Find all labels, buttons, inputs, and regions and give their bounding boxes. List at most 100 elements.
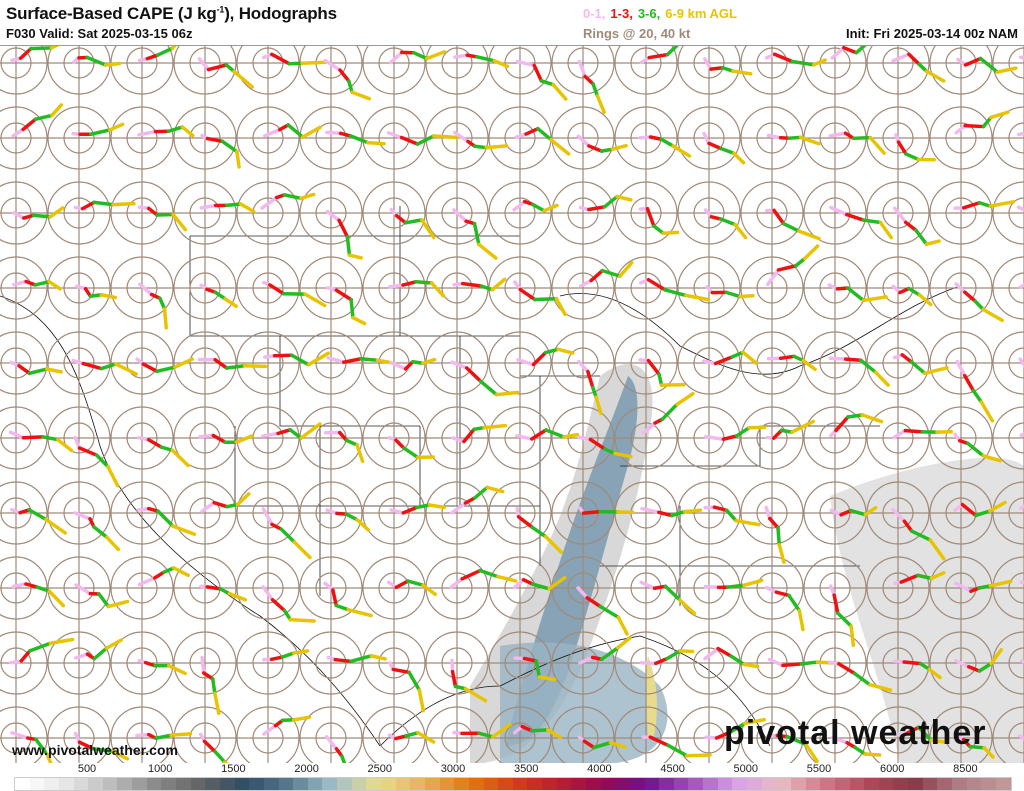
colorbar-cell [102,778,118,790]
hodograph-segment [337,218,350,239]
hodograph-segment [1016,205,1024,212]
hodograph-segment [198,433,216,439]
ring-40kt [992,106,1024,170]
ring-40kt [740,406,804,470]
hodograph-segment [728,721,747,734]
hodograph-segment [472,221,481,247]
hodograph-segment [21,117,38,132]
hodograph-segment [450,658,455,674]
hodograph-segment [477,731,495,739]
legend-1-3: 1-3, [610,6,633,21]
hodograph-segment [556,347,575,355]
ring-40kt [929,406,993,470]
hodograph-segment [261,585,275,602]
hodograph-segment [27,367,49,376]
hodograph-segment [718,217,737,227]
hodograph-segment [733,222,748,240]
hodograph-segment [260,195,279,210]
hodograph-segment [899,573,920,584]
hodograph-segment [19,649,32,663]
colorbar-cell [834,778,850,790]
ring-20kt [315,722,347,754]
ring-20kt [945,497,977,529]
hodograph-segment [35,585,52,593]
hodograph-segment [270,52,291,66]
colorbar-cell [571,778,586,790]
hodograph-segment [849,508,868,517]
hodograph-segment [907,52,921,67]
ring-20kt [882,47,914,79]
ring-20kt [756,497,788,529]
hodograph-segment [156,509,175,528]
ring-20kt [819,347,851,379]
ring-20kt [189,197,221,229]
hodograph-segment [785,734,808,747]
hodograph-segment [323,58,342,72]
ring-20kt [756,572,788,604]
hodograph-segment [48,206,65,219]
ring-20kt [378,272,410,304]
hodograph-segment [863,505,878,517]
ring-20kt [1008,347,1024,379]
hodograph-segment [347,253,363,260]
colorbar-cell [498,778,513,790]
hodograph-segment [977,584,993,590]
hodograph-segment [530,582,551,591]
ring-40kt [614,106,678,170]
hodograph-segment [73,435,82,450]
hodograph-segment [953,581,973,594]
ring-20kt [378,572,410,604]
ring-20kt [945,197,977,229]
ring-40kt [614,406,678,470]
ring-20kt [819,497,851,529]
hodograph-segment [202,739,217,754]
ring-20kt [882,722,914,754]
ring-40kt [0,256,48,320]
cape-gray-east [830,457,1024,764]
colorbar-cell [395,778,411,790]
hodograph-segment [966,665,982,673]
hodograph-segment [515,434,534,441]
website-url[interactable]: www.pivotalweather.com [12,742,178,758]
hodograph-segment [720,66,735,73]
ring-20kt [756,422,788,454]
ring-40kt [929,106,993,170]
hodograph-segment [701,359,718,366]
ring-20kt [882,422,914,454]
hodograph-segment [704,735,719,740]
ring-40kt [110,556,174,620]
ring-20kt [567,572,599,604]
hodograph-segment [235,492,251,507]
hodograph-segment [599,646,620,662]
ring-20kt [126,47,158,79]
hodograph-segment [909,529,933,542]
hodograph-segment [301,125,322,139]
legend-0-1: 0-1, [583,6,606,21]
hodograph-segment [88,128,112,136]
hodograph-segment [1018,734,1024,741]
hodograph-segment [404,730,420,738]
hodograph-segment [211,433,227,444]
hodograph-segment [238,202,256,214]
hodograph-segment [212,500,229,509]
hodograph-segment [303,292,327,308]
hodograph-segment [973,299,985,312]
hodograph-segment [326,356,346,364]
ring-40kt [47,331,111,395]
ring-40kt [299,106,363,170]
ring-40kt [614,331,678,395]
hodograph-segment [414,280,434,285]
hodograph-segment [979,400,995,423]
ring-20kt [1008,722,1024,754]
colorbar-cell [600,778,616,790]
ring-20kt [693,647,725,679]
hodograph-segment [512,578,526,590]
hodograph-segment [261,507,274,527]
hodograph-segment [394,438,406,450]
hodograph-segment [386,131,404,140]
ring-20kt [126,647,158,679]
hodograph-segment [837,662,857,676]
ring-20kt [882,197,914,229]
hodograph-segment [961,201,982,210]
hodograph-segment [99,293,118,300]
